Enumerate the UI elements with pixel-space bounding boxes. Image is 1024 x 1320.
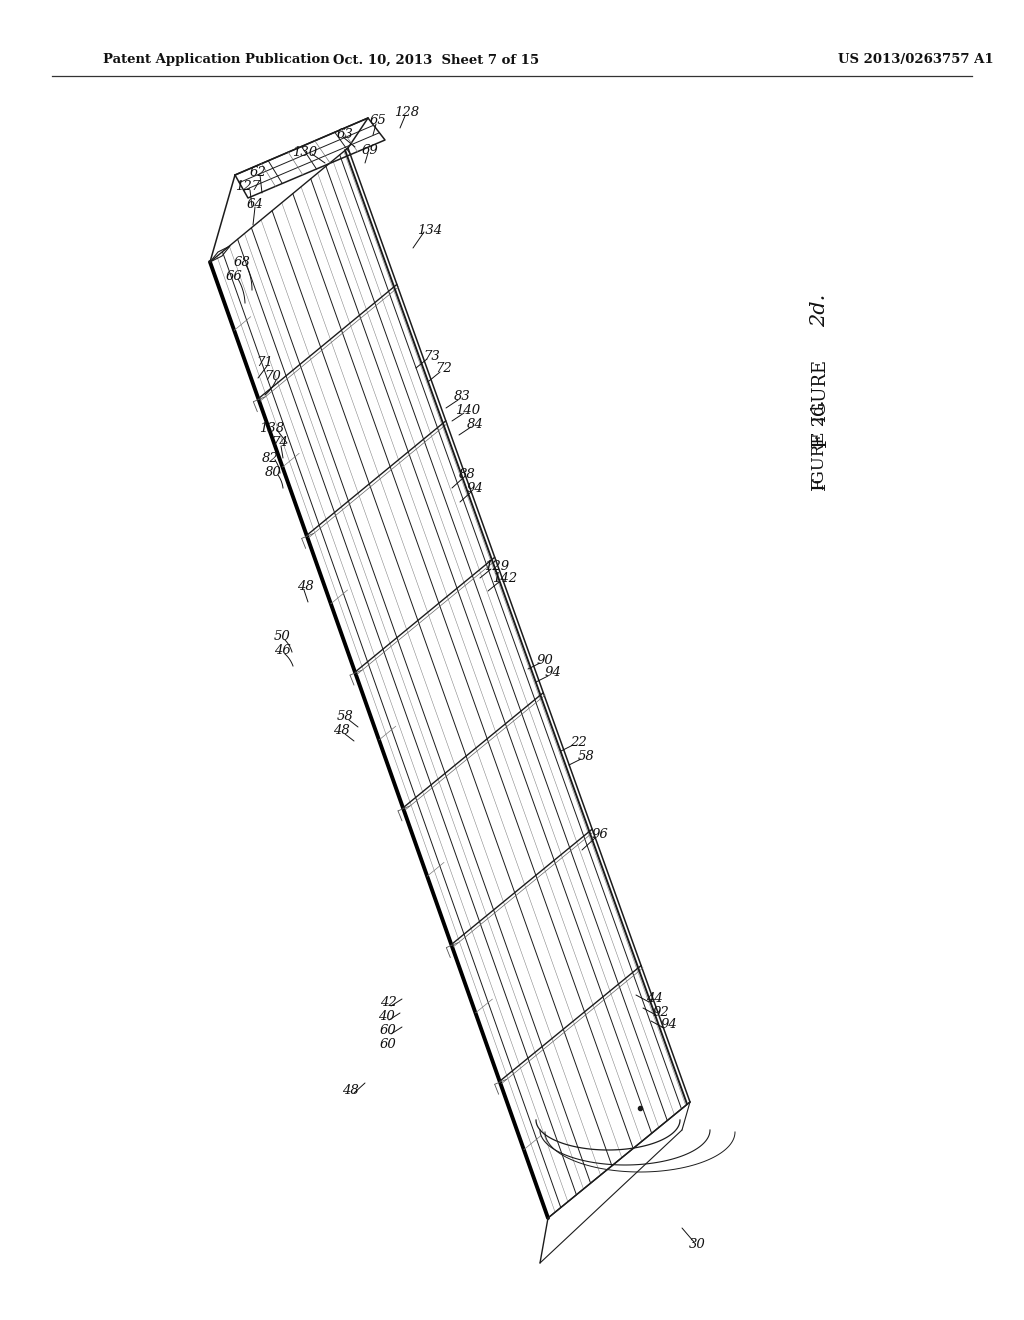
Text: 58: 58: [578, 750, 594, 763]
Text: 84: 84: [467, 417, 483, 430]
Text: 90: 90: [537, 653, 553, 667]
Text: 48: 48: [342, 1084, 358, 1097]
Text: 42: 42: [380, 997, 396, 1010]
Text: 74: 74: [271, 437, 289, 450]
Text: 62: 62: [250, 165, 266, 178]
Text: 130: 130: [293, 145, 317, 158]
Text: Patent Application Publication: Patent Application Publication: [103, 54, 330, 66]
Text: US 2013/0263757 A1: US 2013/0263757 A1: [839, 54, 994, 66]
Text: F: F: [811, 477, 829, 490]
Text: 65: 65: [370, 115, 386, 128]
Text: 2d.: 2d.: [811, 293, 829, 326]
Text: 92: 92: [652, 1006, 670, 1019]
Text: 134: 134: [418, 223, 442, 236]
Text: 30: 30: [688, 1238, 706, 1251]
Text: 68: 68: [233, 256, 251, 269]
Text: 80: 80: [264, 466, 282, 479]
Text: 69: 69: [361, 144, 379, 157]
Text: 64: 64: [247, 198, 263, 210]
Text: 72: 72: [435, 363, 453, 375]
Text: 50: 50: [273, 631, 291, 644]
Text: 70: 70: [264, 371, 282, 384]
Text: 46: 46: [273, 644, 291, 657]
Text: Oct. 10, 2013  Sheet 7 of 15: Oct. 10, 2013 Sheet 7 of 15: [333, 54, 539, 66]
Text: 96: 96: [592, 829, 608, 842]
Text: 73: 73: [424, 350, 440, 363]
Text: 22: 22: [569, 735, 587, 748]
Text: 142: 142: [493, 573, 517, 586]
Text: 40: 40: [378, 1011, 394, 1023]
Text: 58: 58: [337, 710, 353, 723]
Text: F: F: [811, 433, 829, 447]
Text: 44: 44: [645, 993, 663, 1006]
Text: 94: 94: [545, 667, 561, 680]
Text: 138: 138: [259, 421, 285, 434]
Text: 88: 88: [459, 469, 475, 482]
Text: 140: 140: [456, 404, 480, 417]
Text: IGURE 2d.: IGURE 2d.: [811, 400, 828, 490]
Text: 128: 128: [394, 107, 420, 120]
Text: 94: 94: [467, 483, 483, 495]
Text: 129: 129: [484, 560, 510, 573]
Text: 127: 127: [236, 181, 260, 194]
Text: 66: 66: [225, 271, 243, 284]
Text: 48: 48: [333, 725, 349, 738]
Text: 83: 83: [454, 391, 470, 404]
Text: 82: 82: [261, 451, 279, 465]
Text: 63: 63: [337, 128, 353, 140]
Text: 48: 48: [297, 581, 313, 594]
Text: 94: 94: [660, 1019, 677, 1031]
Text: IGURE: IGURE: [811, 359, 829, 421]
Text: 60: 60: [380, 1024, 396, 1038]
Text: 71: 71: [257, 356, 273, 370]
Text: 60: 60: [380, 1039, 396, 1052]
